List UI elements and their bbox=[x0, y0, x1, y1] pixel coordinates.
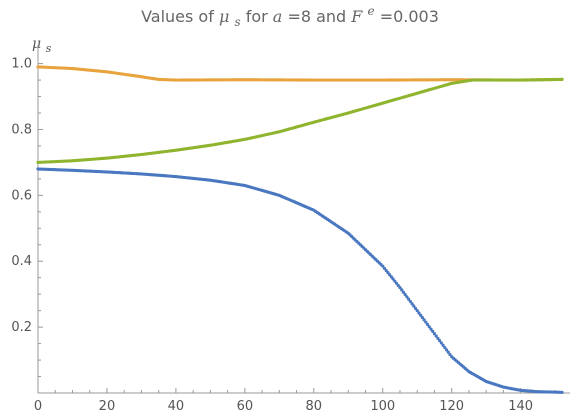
data-point bbox=[413, 306, 418, 310]
data-point bbox=[422, 318, 426, 322]
series-2 bbox=[36, 77, 564, 165]
data-points bbox=[36, 65, 564, 394]
series-3 bbox=[36, 167, 564, 394]
data-point bbox=[436, 336, 440, 340]
data-point bbox=[386, 271, 390, 275]
data-point bbox=[412, 304, 416, 308]
chart-title: Values of μ s for a =8 and F e =0.003 bbox=[141, 0, 439, 30]
y-tick-label: 0.2 bbox=[11, 320, 32, 335]
y-tick-label: 0.8 bbox=[11, 122, 32, 137]
data-point bbox=[381, 264, 385, 268]
data-point bbox=[425, 322, 430, 327]
data-point bbox=[427, 325, 431, 329]
data-point bbox=[388, 273, 392, 277]
title-a-variable: a bbox=[273, 7, 283, 26]
data-point bbox=[420, 315, 424, 320]
data-point bbox=[391, 277, 395, 281]
data-point bbox=[444, 348, 449, 352]
y-axis-label-base: μ bbox=[32, 36, 41, 52]
series-1 bbox=[36, 65, 564, 82]
title-f-superscript: e bbox=[368, 4, 375, 18]
y-tick-label: 0.6 bbox=[11, 188, 32, 203]
title-a-equals: =8 and bbox=[287, 7, 351, 26]
data-point bbox=[394, 281, 399, 285]
x-tick-label: 80 bbox=[306, 399, 323, 414]
x-tick-label: 20 bbox=[99, 399, 116, 414]
data-point bbox=[396, 283, 400, 288]
y-axis-label: μ s bbox=[32, 36, 52, 55]
data-point bbox=[438, 339, 442, 343]
data-point bbox=[408, 299, 412, 304]
title-middle: for bbox=[246, 7, 273, 26]
data-point bbox=[448, 352, 452, 357]
data-point bbox=[560, 77, 564, 81]
data-point bbox=[406, 297, 411, 301]
x-tick-label: 40 bbox=[168, 399, 185, 414]
title-f-variable: F bbox=[350, 7, 363, 26]
data-point bbox=[403, 292, 407, 297]
data-point bbox=[384, 268, 388, 273]
axes: 0 20 40 60 80 100 120 140 0.2 0.4 0.6 0.8 1.0 bbox=[11, 45, 570, 414]
data-point bbox=[393, 279, 397, 283]
data-point bbox=[401, 290, 406, 294]
data-point bbox=[410, 302, 414, 306]
data-point bbox=[446, 350, 450, 354]
data-point bbox=[443, 345, 447, 350]
data-point bbox=[431, 329, 435, 333]
data-point bbox=[389, 275, 393, 279]
data-point bbox=[424, 320, 428, 324]
y-axis-label-subscript: s bbox=[46, 42, 52, 55]
data-point bbox=[429, 327, 433, 331]
data-point bbox=[441, 343, 445, 347]
x-tick-label: 140 bbox=[508, 399, 533, 414]
title-f-equals: =0.003 bbox=[380, 7, 439, 26]
title-prefix: Values of bbox=[141, 7, 219, 26]
x-tick-label: 100 bbox=[370, 399, 395, 414]
data-point bbox=[560, 390, 564, 394]
data-point bbox=[382, 266, 387, 270]
data-point bbox=[432, 332, 437, 336]
y-tick-label: 0.4 bbox=[11, 254, 32, 269]
data-point bbox=[405, 295, 409, 299]
x-tick-label: 120 bbox=[439, 399, 464, 414]
data-point bbox=[400, 288, 404, 292]
title-mu-subscript: s bbox=[234, 15, 240, 29]
data-point bbox=[417, 311, 421, 315]
title-mu: μ bbox=[219, 7, 229, 26]
data-point bbox=[415, 309, 419, 313]
data-point bbox=[439, 341, 443, 345]
data-point bbox=[398, 285, 402, 290]
y-tick-label: 1.0 bbox=[11, 57, 32, 72]
data-point bbox=[419, 313, 423, 317]
x-tick-label: 0 bbox=[34, 399, 42, 414]
x-tick-label: 60 bbox=[237, 399, 254, 414]
data-point bbox=[434, 334, 438, 338]
